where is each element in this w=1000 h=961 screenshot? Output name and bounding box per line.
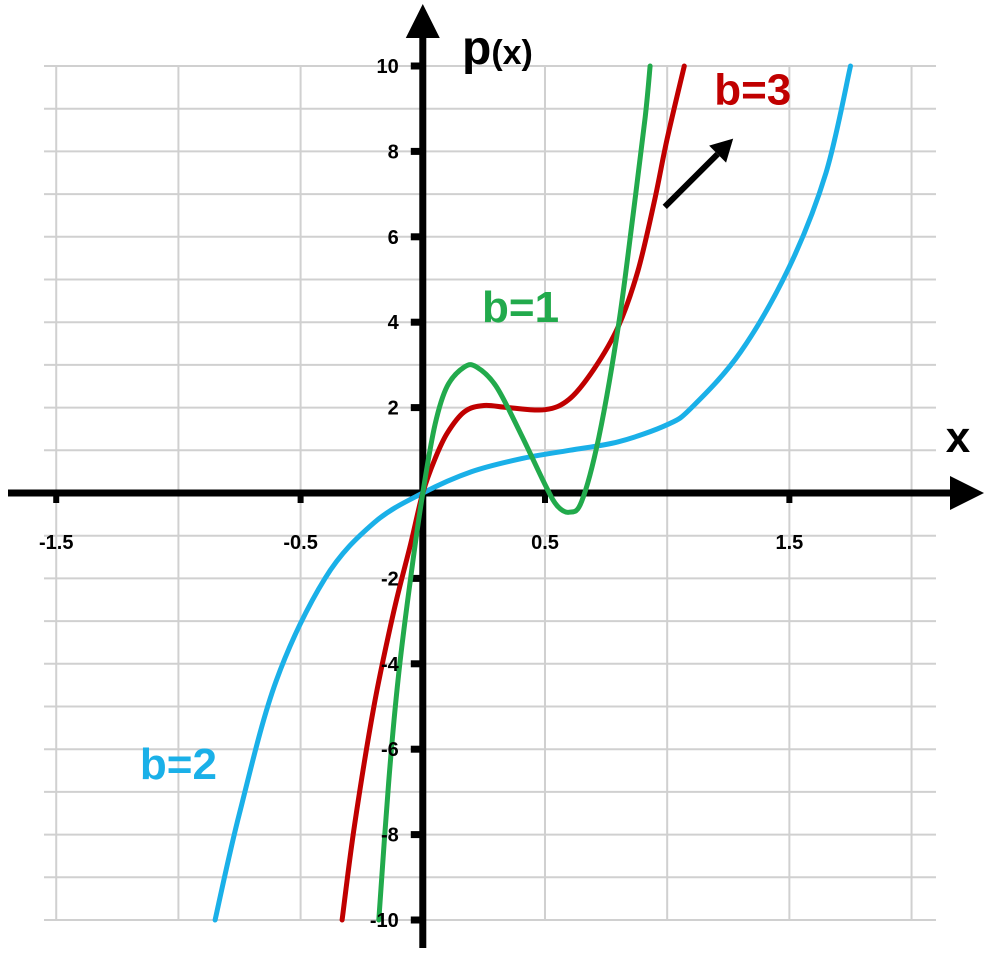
x-tick-label: -0.5 xyxy=(283,532,317,554)
annotation-arrow-line xyxy=(662,152,720,210)
x-tick-label: -1.5 xyxy=(39,532,73,554)
x-axis-arrow-icon xyxy=(950,476,984,510)
x-tick-label: 1.5 xyxy=(775,532,803,554)
series-line-b-3 xyxy=(339,63,687,923)
series-line-b-2 xyxy=(212,63,853,923)
annotation-arrow-head-icon xyxy=(709,138,734,163)
y-axis-title: p(x) xyxy=(462,22,533,75)
y-tick-label: 10 xyxy=(377,56,399,78)
y-axis-arrow-icon xyxy=(405,4,440,38)
y-tick-label: -4 xyxy=(381,654,400,676)
y-tick-label: -2 xyxy=(381,568,399,590)
series-label-b-1: b=1 xyxy=(482,283,559,332)
series-lines xyxy=(212,63,853,923)
x-tick-label: 0.5 xyxy=(531,532,559,554)
series-label-b-3: b=3 xyxy=(714,65,791,114)
y-tick-label: -10 xyxy=(370,910,399,932)
series-label-b-2: b=2 xyxy=(140,740,217,789)
y-tick-label: 4 xyxy=(388,312,400,334)
y-axis-title-subscript: (x) xyxy=(491,34,533,72)
y-tick-label: 2 xyxy=(388,398,399,420)
y-tick-label: 6 xyxy=(388,227,399,249)
x-axis-title: x xyxy=(946,413,971,462)
y-tick-label: -8 xyxy=(381,825,399,847)
axes xyxy=(8,4,984,948)
series-line-b-1 xyxy=(376,63,653,923)
y-tick-label: 8 xyxy=(388,141,399,163)
y-tick-label: -6 xyxy=(381,739,399,761)
